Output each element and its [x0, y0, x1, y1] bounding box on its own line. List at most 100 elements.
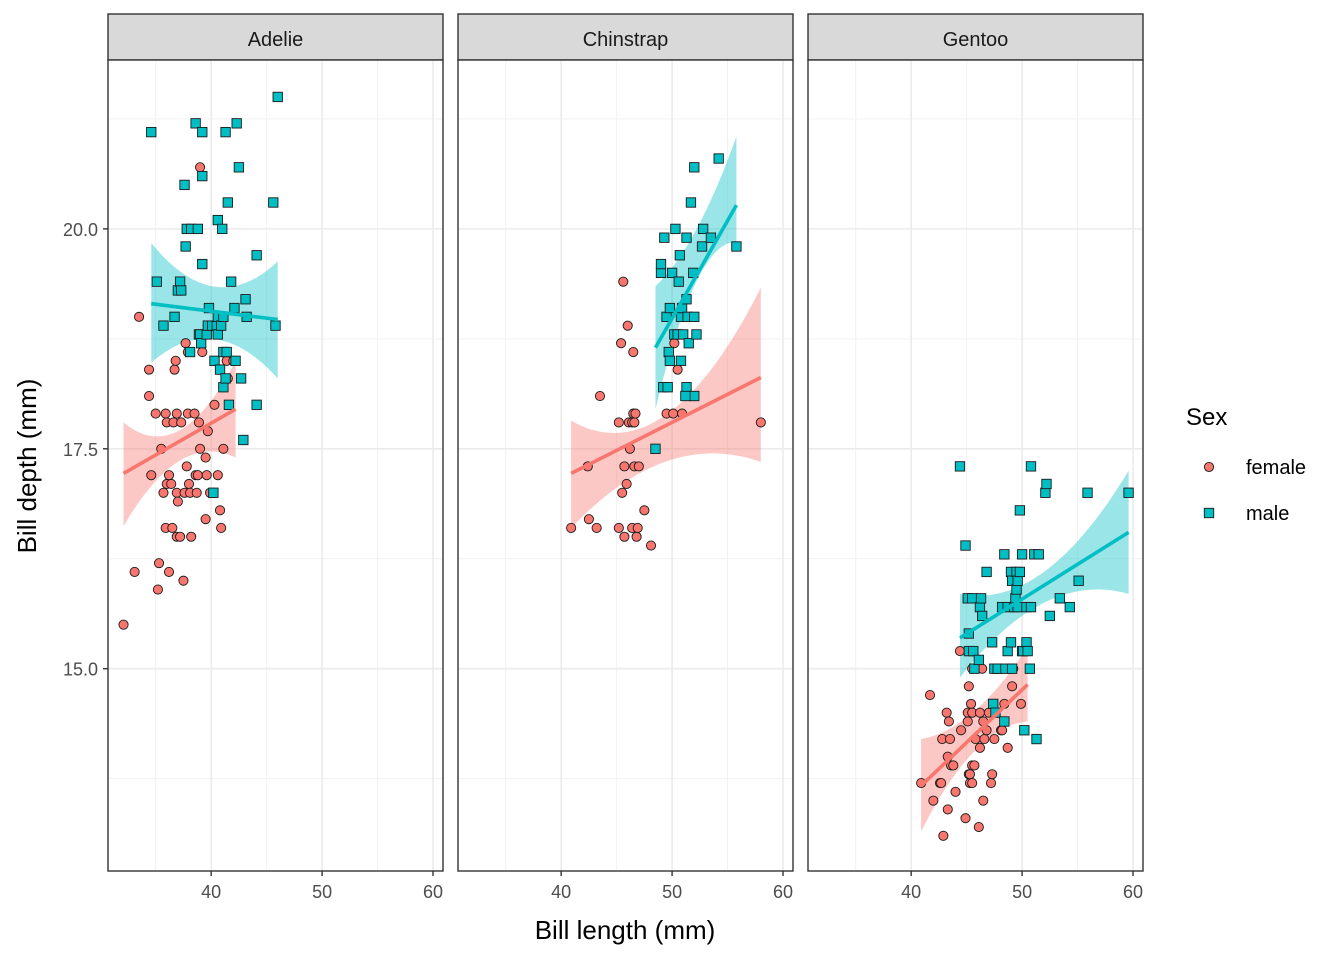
data-point-female [200, 452, 211, 463]
data-point-male [977, 610, 988, 622]
data-point-female [143, 364, 155, 375]
data-point-female [950, 786, 961, 797]
legend-label-female: female [1246, 457, 1306, 479]
data-point-female [621, 478, 632, 490]
data-point-male [169, 311, 180, 322]
data-point-male [968, 645, 979, 657]
data-point-male [230, 355, 241, 366]
data-point-male [1005, 637, 1017, 648]
data-point-female [618, 276, 629, 287]
data-point-female [985, 777, 997, 789]
data-point-male [1012, 575, 1023, 586]
facet-strip-label: Adelie [248, 29, 304, 51]
plot-area [118, 91, 283, 630]
data-point-female [672, 364, 683, 375]
data-point-female [218, 443, 229, 454]
data-point-female [201, 470, 212, 481]
data-point-male [650, 443, 661, 454]
panel-border [807, 59, 1144, 872]
data-point-male [1002, 645, 1013, 657]
data-point-female [118, 619, 129, 630]
data-point-male [1019, 725, 1030, 736]
data-point-male [664, 355, 676, 366]
y-tick-label: 20.0 [63, 220, 98, 240]
data-point-female [153, 558, 165, 569]
data-point-female [938, 830, 949, 841]
data-point-male [221, 346, 232, 358]
regression-line-female [122, 407, 237, 475]
x-tick-label: 40 [551, 882, 571, 902]
data-point-male [1025, 601, 1037, 613]
data-point-male [1082, 487, 1093, 498]
data-point-male [680, 390, 691, 402]
facet-panels: Adelie 40 50 60 Chinstrap 40 50 60 Gentoo 40 50 60 [107, 13, 1144, 902]
data-point-male [1022, 645, 1033, 657]
data-point-female [669, 338, 680, 349]
data-point-female [195, 443, 206, 454]
data-point-female [617, 487, 628, 498]
data-point-female [963, 681, 974, 692]
data-point-female [212, 470, 223, 481]
data-point-female [167, 522, 178, 534]
data-point-male [663, 346, 674, 358]
data-point-female [966, 698, 977, 709]
data-point-female [200, 514, 211, 525]
legend-title: Sex [1186, 404, 1227, 431]
data-point-male [251, 250, 262, 261]
data-point-male [196, 338, 207, 349]
data-point-male [664, 302, 676, 314]
data-point-female [152, 584, 163, 595]
data-point-female [924, 690, 936, 701]
data-point-female [163, 470, 175, 481]
data-point-male [176, 285, 187, 296]
facet-panel-chinstrap: Chinstrap 40 50 60 [457, 13, 794, 902]
data-point-male [190, 118, 201, 129]
data-point-male [691, 329, 702, 340]
data-point-female [967, 777, 978, 789]
data-point-female [928, 795, 939, 806]
data-point-male [705, 232, 717, 243]
data-point-male [272, 91, 283, 103]
data-point-female [1007, 681, 1018, 692]
data-point-female [645, 540, 657, 551]
data-point-male [192, 223, 204, 235]
data-point-male [251, 399, 262, 410]
x-tick-label: 60 [1123, 882, 1143, 902]
data-point-male [220, 126, 231, 138]
data-point-male [681, 382, 692, 393]
data-point-male [1016, 549, 1028, 560]
data-point-male [713, 153, 724, 164]
data-point-male [1073, 575, 1084, 586]
data-point-male [988, 698, 999, 710]
data-point-female [630, 408, 641, 419]
facet-strip [107, 13, 444, 61]
data-point-female [175, 531, 186, 542]
data-point-female [629, 417, 640, 428]
panel-background [108, 60, 443, 871]
data-point-female [964, 769, 976, 780]
data-point-male [217, 223, 228, 235]
data-point-male [696, 241, 708, 252]
data-point-male [1025, 461, 1037, 472]
x-tick-label: 40 [201, 882, 221, 902]
data-point-female [755, 417, 766, 428]
data-point-male [731, 241, 742, 252]
data-point-female [163, 566, 175, 577]
plot-area [566, 136, 766, 551]
data-point-female [979, 734, 990, 745]
data-point-male [1031, 733, 1042, 745]
confidence-band-female [123, 360, 236, 527]
data-point-female [944, 734, 956, 745]
facet-strip [807, 13, 1144, 61]
x-tick-label: 60 [423, 882, 443, 902]
panel-border [107, 59, 444, 872]
data-point-female [150, 408, 161, 419]
data-point-male [208, 487, 219, 498]
data-point-female [942, 804, 953, 815]
data-point-female [1002, 742, 1013, 753]
data-point-male [975, 593, 987, 604]
data-point-female [613, 417, 624, 428]
plot-area [916, 461, 1134, 841]
data-point-male [212, 329, 223, 340]
